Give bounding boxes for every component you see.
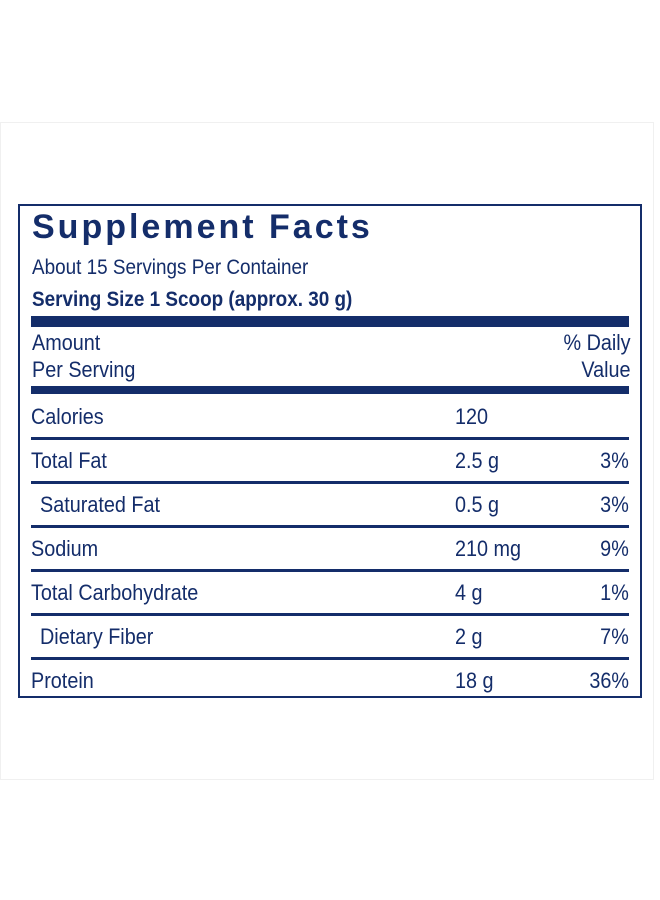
thick-divider	[31, 316, 629, 327]
nutrient-name: Calories	[31, 404, 104, 429]
nutrient-amount: 4 g	[455, 580, 483, 605]
nutrient-name: Total Carbohydrate	[31, 580, 199, 605]
nutrient-amount: 120	[455, 404, 489, 429]
nutrient-daily-value: 9%	[600, 536, 629, 561]
nutrient-daily-value: 1%	[600, 580, 629, 605]
dv-header-line2: Value	[581, 357, 631, 382]
nutrient-daily-value: 7%	[600, 624, 629, 649]
nutrient-name: Total Fat	[31, 448, 107, 473]
image-frame	[0, 122, 654, 780]
daily-value-header: % Daily Value	[564, 329, 631, 383]
row-divider	[31, 525, 629, 528]
supplement-facts-panel: Supplement Facts About 15 Servings Per C…	[18, 204, 642, 698]
nutrient-row: Total Carbohydrate 4 g 1%	[31, 572, 629, 612]
dv-header-line1: % Daily	[563, 330, 631, 355]
nutrient-row: Calories 120	[31, 396, 629, 436]
row-divider	[31, 481, 629, 484]
row-divider	[31, 657, 629, 660]
nutrient-amount: 210 mg	[455, 536, 522, 561]
serving-size: Serving Size 1 Scoop (approx. 30 g)	[32, 288, 353, 311]
nutrient-name: Protein	[31, 668, 94, 693]
row-divider	[31, 569, 629, 572]
row-divider	[31, 613, 629, 616]
nutrient-amount: 18 g	[455, 668, 494, 693]
nutrient-row: Sodium 210 mg 9%	[31, 528, 629, 568]
nutrient-name: Dietary Fiber	[40, 624, 154, 649]
nutrient-amount: 2.5 g	[455, 448, 500, 473]
nutrient-row: Protein 18 g 36%	[31, 660, 629, 700]
nutrient-amount: 2 g	[455, 624, 483, 649]
nutrient-row: Dietary Fiber 2 g 7%	[31, 616, 629, 656]
nutrient-row: Saturated Fat 0.5 g 3%	[31, 484, 629, 524]
nutrient-name: Saturated Fat	[40, 492, 160, 517]
nutrient-daily-value: 3%	[600, 492, 629, 517]
amount-header-line2: Per Serving	[32, 357, 136, 382]
row-divider	[31, 437, 629, 440]
amount-header-line1: Amount	[32, 330, 101, 355]
nutrient-daily-value: 36%	[589, 668, 629, 693]
thick-divider	[31, 386, 629, 394]
nutrient-daily-value: 3%	[600, 448, 629, 473]
nutrient-amount: 0.5 g	[455, 492, 500, 517]
panel-title: Supplement Facts	[32, 208, 373, 246]
servings-per-container: About 15 Servings Per Container	[32, 256, 309, 279]
nutrient-name: Sodium	[31, 536, 99, 561]
amount-header: Amount Per Serving	[32, 329, 135, 383]
nutrient-row: Total Fat 2.5 g 3%	[31, 440, 629, 480]
